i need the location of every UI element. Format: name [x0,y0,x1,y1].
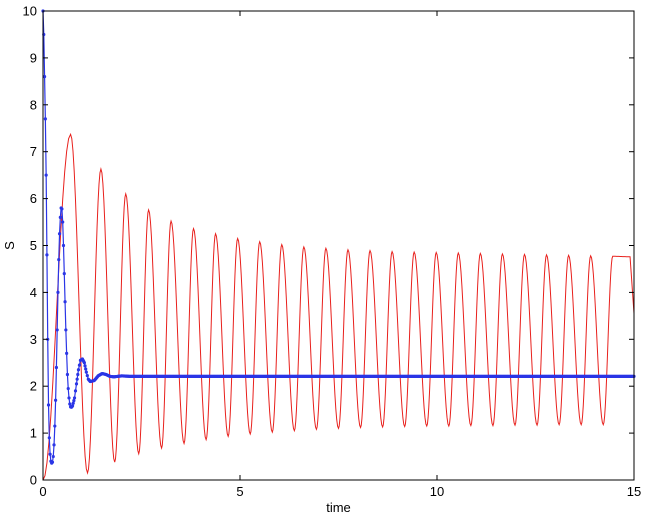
series-blue-markers [41,9,636,465]
series-blue-point [63,300,67,304]
y-tick-label: 9 [30,50,37,65]
series-blue-point [77,363,82,367]
y-tick-label: 8 [30,97,37,112]
series-blue-point [54,365,59,370]
tick-layer: 0 5 10 15 0 1 2 3 4 5 6 7 8 9 10 [23,4,642,500]
series-blue-point [84,370,88,374]
series-blue-point [55,328,59,332]
x-tick-label: 15 [627,484,641,499]
series-blue-point [52,443,56,447]
y-tick-label: 6 [30,191,37,206]
series-red-line [42,132,635,481]
series-blue-point [76,372,80,377]
series-blue-point [64,328,68,332]
y-tick-label: 0 [30,473,37,488]
series-blue-point [84,367,88,371]
series-blue-point [46,403,51,407]
y-tick-label: 10 [23,4,37,19]
series-blue-point [57,232,62,236]
series-blue-point [68,402,72,406]
series-blue-point [65,351,69,355]
series-blue-point [67,396,71,400]
series-blue-point [65,372,70,377]
series-blue-point [62,272,66,276]
series-blue-point [50,460,55,464]
x-tick-label: 5 [236,484,243,499]
series-blue-point [56,290,60,294]
series-blue-point [66,386,70,391]
series-blue-point [45,253,49,257]
series-blue-point [61,220,65,224]
y-tick-label: 4 [30,285,37,300]
series-blue-point [83,364,87,368]
series-blue-point [47,436,51,440]
x-axis-label: time [326,500,351,515]
y-axis-label: S [2,241,17,250]
series-blue-point [53,424,57,428]
y-tick-label: 2 [30,379,37,394]
series-blue-point [54,398,58,402]
series-blue-point [74,382,79,386]
series-blue-point [73,389,78,393]
y-tick-label: 1 [30,426,37,441]
y-tick-label: 7 [30,144,37,159]
x-tick-label: 10 [430,484,444,499]
series-blue-point [44,173,48,177]
series-blue-point [72,396,77,400]
y-tick-label: 3 [30,332,37,347]
y-tick-label: 5 [30,238,37,253]
series-blue-point [70,404,75,408]
series-blue-point [75,377,79,381]
series-blue-point [76,368,81,372]
x-tick-label: 0 [39,484,46,499]
series-blue-point [85,374,89,378]
series-blue-point [42,75,47,79]
series-blue-point [57,257,61,262]
series-blue-point [61,243,66,248]
series-blue-point [51,454,55,459]
series-blue-point [43,117,47,121]
series-blue-point [72,398,76,403]
series-blue-point [48,452,52,456]
series-blue-point [60,207,64,211]
series-layer [41,9,636,481]
series-blue-point [71,401,75,405]
series-blue-point [58,215,62,219]
series-blue-point [82,361,86,365]
